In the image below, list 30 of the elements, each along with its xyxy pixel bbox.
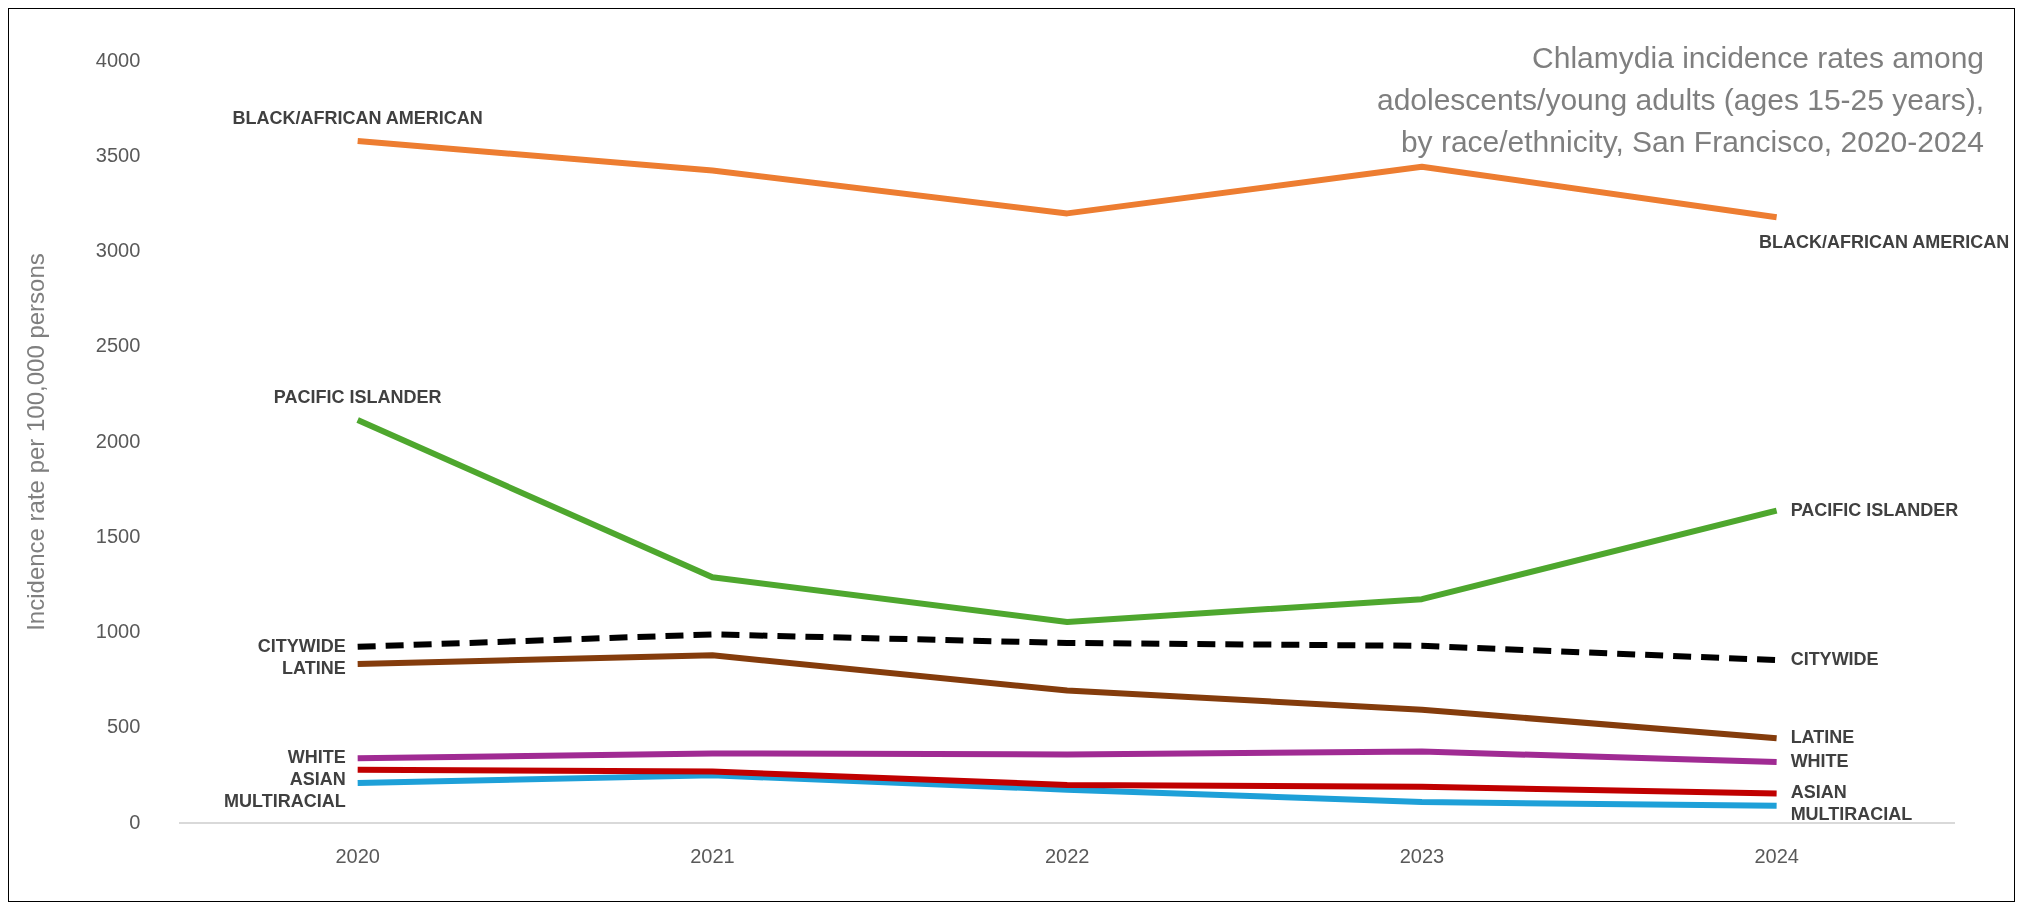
y-tick-label: 4000 (95, 48, 141, 71)
y-tick-label: 1000 (95, 620, 141, 643)
series-label: MULTIRACIAL (1790, 804, 1913, 825)
text: LATINE (1790, 727, 1855, 748)
text: Chlamydia incidence rates among adolescents/young adults (ages 15-25 years), by race/ethnicity, San Francisco, 2020-2024 (1375, 40, 1984, 160)
series-label: WHITE (287, 747, 346, 768)
text: WHITE (1790, 751, 1849, 772)
series-label: CITYWIDE (257, 635, 346, 656)
series-label: PACIFIC ISLANDER (1790, 499, 1959, 520)
text: MULTIRACIAL (224, 791, 346, 812)
y-tick-label: 0 (129, 810, 141, 833)
x-tick-label: 2023 (1399, 844, 1445, 867)
y-tick-label: 500 (106, 715, 141, 738)
y-tick-label: 2000 (95, 429, 141, 452)
text: CITYWIDE (1790, 649, 1879, 670)
x-tick-label: 2020 (335, 844, 380, 867)
y-tick-label: 3000 (95, 239, 141, 262)
series-label: ASIAN (289, 769, 346, 790)
series-label: BLACK/AFRICAN AMERICAN (1759, 232, 2010, 253)
y-tick-label: 1500 (95, 524, 141, 547)
text: PACIFIC ISLANDER (273, 387, 442, 408)
y-tick-label: 3500 (95, 143, 141, 166)
x-tick-label: 2021 (690, 844, 735, 867)
y-tick-label: 2500 (95, 334, 141, 357)
y-axis-title: Incidence rate per 100,000 persons (22, 253, 50, 631)
x-tick-label: 2022 (1044, 844, 1090, 867)
x-tick-label: 2024 (1754, 844, 1799, 867)
text: BLACK/AFRICAN AMERICAN (232, 107, 483, 128)
text: ASIAN (1790, 782, 1847, 803)
series-label: LATINE (281, 657, 346, 678)
